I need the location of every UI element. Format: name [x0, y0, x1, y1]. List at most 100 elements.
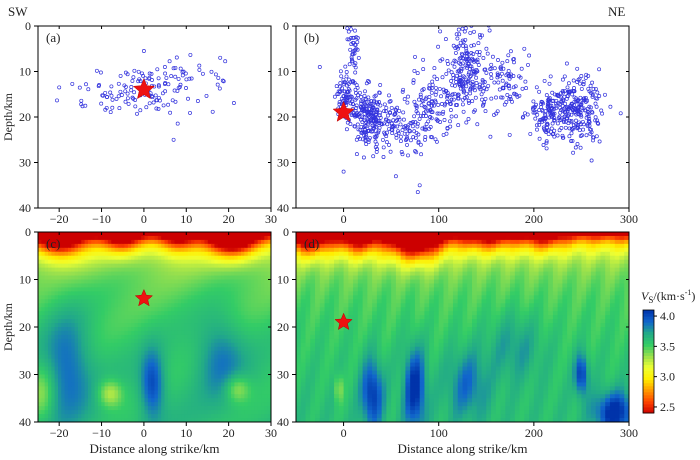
vs-cell — [38, 323, 42, 328]
vs-cell — [127, 267, 132, 273]
vs-cell — [154, 259, 159, 265]
event-point — [563, 125, 568, 130]
vs-cell — [44, 370, 49, 376]
event-point — [550, 99, 555, 103]
vs-cell — [127, 307, 132, 312]
vs-cell — [247, 232, 252, 237]
vs-cell — [104, 366, 109, 372]
event-point — [410, 124, 415, 129]
vs-cell — [104, 295, 109, 300]
event-point — [450, 83, 455, 88]
event-point — [489, 76, 494, 81]
vs-cell — [204, 406, 209, 411]
event-point — [593, 115, 598, 120]
vs-cell — [67, 283, 72, 289]
vs-cell — [67, 366, 72, 372]
vs-cell — [214, 307, 219, 312]
vs-cell — [405, 239, 411, 245]
vs-cell — [154, 354, 159, 360]
vs-cell — [187, 398, 192, 403]
vs-cell — [94, 239, 99, 245]
vs-cell — [167, 350, 172, 356]
vs-cell — [111, 291, 116, 296]
vs-cell — [247, 295, 252, 300]
vs-cell — [343, 232, 349, 237]
vs-cell — [127, 406, 132, 411]
vs-cell — [267, 382, 271, 387]
vs-cell — [254, 315, 259, 320]
vs-cell — [267, 414, 271, 419]
event-point — [535, 112, 540, 117]
vs-cell — [44, 390, 49, 395]
vs-cell — [211, 327, 216, 332]
vs-cell — [101, 378, 106, 384]
vs-cell — [54, 279, 59, 285]
vs-cell — [261, 410, 265, 415]
vs-cell — [127, 354, 132, 360]
vs-cell — [211, 414, 216, 419]
vs-cell — [114, 410, 119, 415]
vs-cell — [121, 342, 126, 348]
vs-cell — [117, 315, 122, 320]
vs-cell — [91, 243, 96, 249]
vs-cell — [324, 232, 330, 237]
event-point — [587, 123, 592, 128]
event-point — [421, 67, 426, 72]
event-point — [359, 117, 364, 122]
vs-cell — [64, 382, 69, 387]
event-point — [317, 65, 322, 69]
vs-cell — [87, 338, 92, 344]
event-point — [390, 125, 395, 130]
vs-cell — [261, 291, 265, 296]
vs-cell — [91, 303, 96, 308]
vs-cell — [157, 370, 162, 376]
event-point — [546, 106, 551, 111]
vs-cell — [221, 374, 225, 380]
vs-cell — [227, 271, 232, 277]
vs-cell — [124, 319, 129, 324]
vs-cell — [254, 374, 259, 380]
vs-cell — [261, 406, 265, 411]
event-point — [511, 85, 516, 90]
vs-cell — [227, 334, 232, 340]
vs-cell — [181, 247, 186, 253]
vs-cell — [181, 378, 186, 384]
vs-cell — [74, 287, 79, 292]
vs-cell — [204, 232, 209, 237]
vs-cell — [107, 374, 112, 380]
event-point — [374, 149, 379, 154]
vs-cell — [87, 394, 92, 399]
vs-cell — [177, 354, 182, 360]
vs-cell — [227, 259, 232, 265]
vs-cell — [57, 243, 62, 249]
vs-cell — [181, 418, 186, 422]
vs-cell — [251, 271, 255, 277]
mainshock-star — [332, 100, 355, 122]
vs-cell — [251, 232, 255, 237]
event-point — [590, 93, 595, 98]
vs-cell — [157, 307, 162, 312]
vs-cell — [84, 275, 89, 281]
vs-cell — [234, 323, 239, 328]
vs-cell — [47, 358, 52, 364]
vs-cell — [227, 362, 232, 368]
vs-cell — [111, 366, 116, 372]
vs-cell — [187, 307, 192, 312]
vs-cell — [204, 259, 209, 265]
event-point — [575, 66, 580, 71]
event-point — [343, 80, 348, 85]
vs-cell — [204, 239, 209, 245]
vs-cell — [38, 303, 42, 308]
vs-cell — [221, 232, 225, 237]
vs-cell — [211, 275, 216, 281]
vs-cell — [177, 374, 182, 380]
vs-cell — [254, 398, 259, 403]
vs-cell — [147, 259, 152, 265]
vs-cell — [101, 279, 106, 285]
event-point — [367, 135, 372, 140]
vs-cell — [157, 358, 162, 364]
vs-cell — [353, 232, 359, 237]
vs-cell — [94, 418, 99, 422]
vs-cell — [251, 251, 255, 257]
